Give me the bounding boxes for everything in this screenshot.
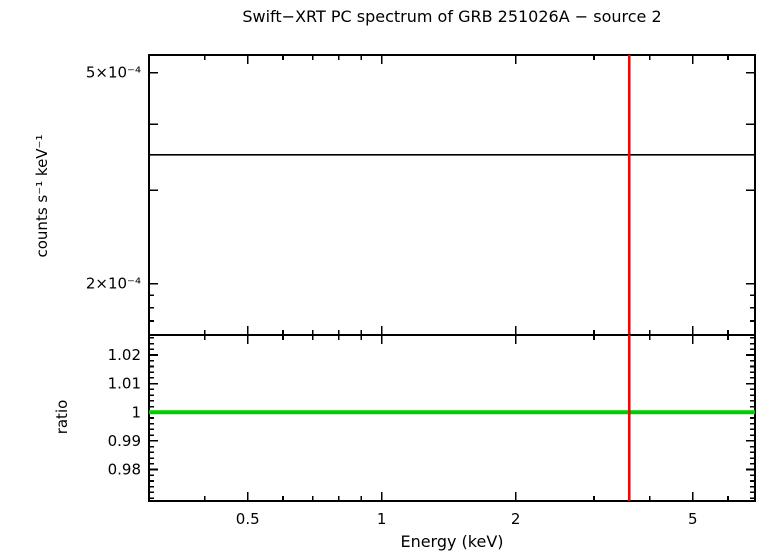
x-axis-label: Energy (keV) xyxy=(400,532,504,551)
x-tick-label: 5 xyxy=(688,510,698,528)
panel-frame-ratio xyxy=(148,334,756,502)
x-tick-label: 1 xyxy=(377,510,387,528)
y-tick-label: 1.02 xyxy=(108,346,141,364)
x-tick-label: 2 xyxy=(511,510,521,528)
y-axis-label-ratio: ratio xyxy=(53,399,71,435)
y-tick-label: 5×10⁻⁴ xyxy=(86,64,141,82)
chart-title: Swift−XRT PC spectrum of GRB 251026A − s… xyxy=(242,7,662,26)
panel-frame-spectrum xyxy=(148,54,756,336)
y-tick-label: 0.99 xyxy=(108,432,141,450)
x-tick-label: 0.5 xyxy=(236,510,260,528)
y-tick-label: 0.98 xyxy=(108,461,141,479)
y-tick-label: 1 xyxy=(131,403,141,421)
y-tick-label: 1.01 xyxy=(108,375,141,393)
y-axis-label-counts: counts s⁻¹ keV⁻¹ xyxy=(33,134,51,258)
y-tick-label: 2×10⁻⁴ xyxy=(86,275,141,293)
